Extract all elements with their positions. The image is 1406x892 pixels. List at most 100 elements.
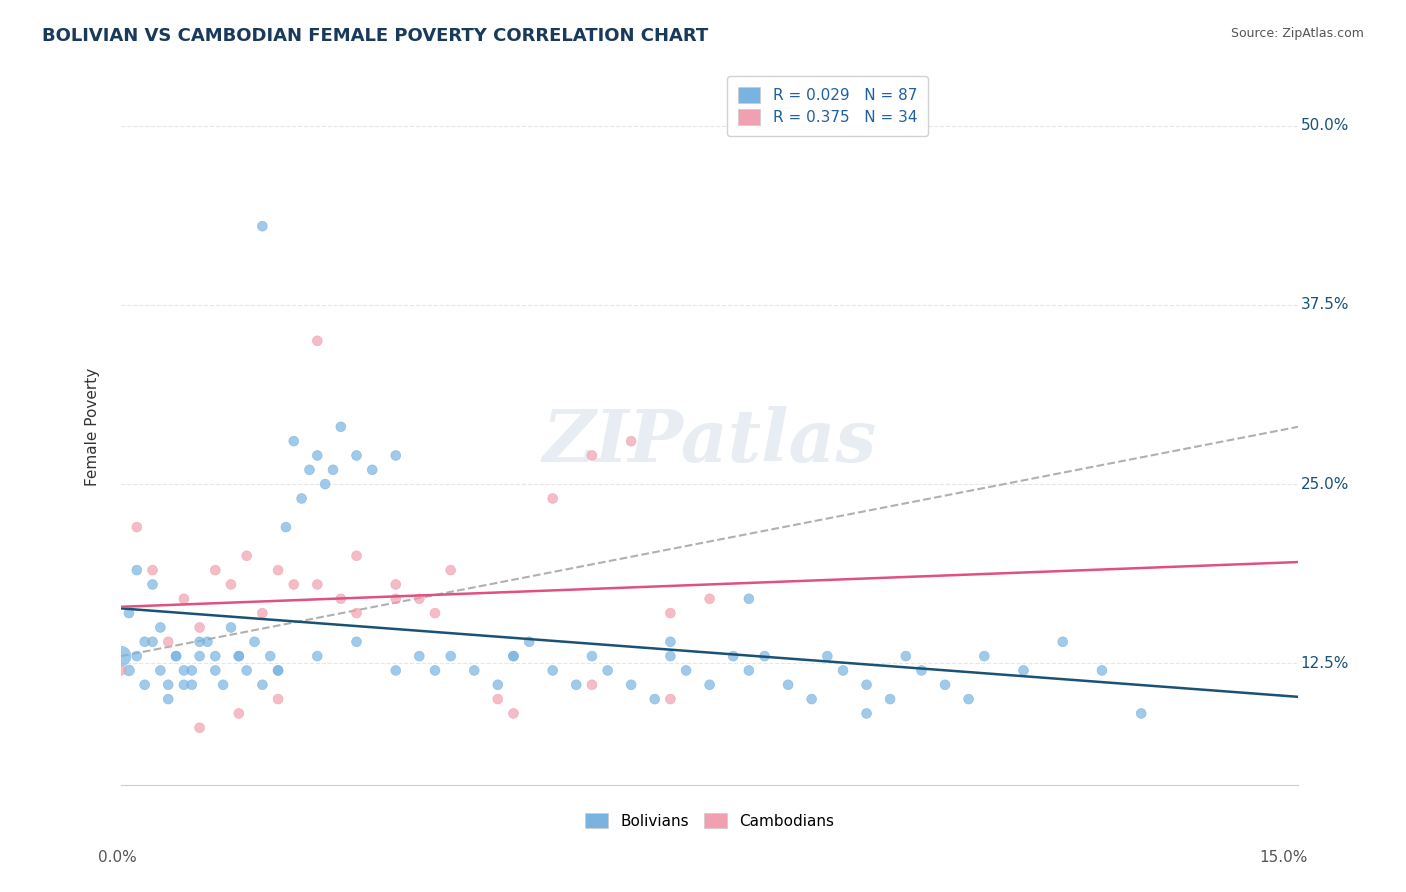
Legend: Bolivians, Cambodians: Bolivians, Cambodians	[579, 806, 841, 835]
Point	[235, 664, 257, 678]
Point	[149, 620, 172, 634]
Point	[659, 606, 682, 620]
Point	[188, 721, 211, 735]
Point	[408, 591, 430, 606]
Point	[204, 563, 226, 577]
Point	[314, 477, 336, 491]
Point	[855, 678, 877, 692]
Point	[675, 664, 697, 678]
Point	[274, 520, 297, 534]
Point	[934, 678, 956, 692]
Point	[173, 678, 195, 692]
Point	[581, 678, 603, 692]
Point	[204, 649, 226, 664]
Point	[565, 678, 588, 692]
Point	[291, 491, 314, 506]
Point	[1130, 706, 1153, 721]
Point	[408, 649, 430, 664]
Point	[463, 664, 485, 678]
Point	[141, 577, 163, 591]
Point	[180, 664, 202, 678]
Point	[118, 664, 141, 678]
Point	[110, 664, 132, 678]
Point	[259, 649, 281, 664]
Point	[125, 649, 148, 664]
Text: 12.5%: 12.5%	[1301, 656, 1348, 671]
Point	[219, 577, 242, 591]
Point	[173, 664, 195, 678]
Point	[204, 664, 226, 678]
Point	[894, 649, 917, 664]
Point	[502, 649, 524, 664]
Point	[384, 449, 406, 463]
Point	[149, 664, 172, 678]
Point	[267, 563, 290, 577]
Point	[910, 664, 932, 678]
Point	[110, 649, 132, 664]
Point	[486, 678, 509, 692]
Point	[188, 634, 211, 648]
Point	[252, 219, 274, 234]
Point	[228, 649, 250, 664]
Point	[1052, 634, 1074, 648]
Text: BOLIVIAN VS CAMBODIAN FEMALE POVERTY CORRELATION CHART: BOLIVIAN VS CAMBODIAN FEMALE POVERTY COR…	[42, 27, 709, 45]
Point	[581, 449, 603, 463]
Point	[228, 706, 250, 721]
Point	[267, 664, 290, 678]
Point	[738, 664, 761, 678]
Point	[307, 334, 329, 348]
Text: 0.0%: 0.0%	[98, 850, 138, 865]
Point	[329, 591, 352, 606]
Point	[644, 692, 666, 706]
Point	[165, 649, 187, 664]
Point	[283, 577, 305, 591]
Point	[423, 606, 446, 620]
Point	[134, 634, 156, 648]
Point	[832, 664, 855, 678]
Point	[188, 620, 211, 634]
Y-axis label: Female Poverty: Female Poverty	[86, 368, 100, 486]
Point	[157, 634, 180, 648]
Point	[157, 678, 180, 692]
Point	[219, 620, 242, 634]
Point	[267, 664, 290, 678]
Point	[212, 678, 235, 692]
Point	[659, 649, 682, 664]
Point	[486, 692, 509, 706]
Point	[384, 577, 406, 591]
Point	[298, 463, 321, 477]
Point	[307, 449, 329, 463]
Text: ZIPatlas: ZIPatlas	[543, 406, 877, 476]
Point	[973, 649, 995, 664]
Point	[141, 563, 163, 577]
Text: Source: ZipAtlas.com: Source: ZipAtlas.com	[1230, 27, 1364, 40]
Point	[125, 563, 148, 577]
Point	[165, 649, 187, 664]
Point	[502, 649, 524, 664]
Point	[620, 678, 643, 692]
Point	[235, 549, 257, 563]
Point	[423, 664, 446, 678]
Point	[307, 577, 329, 591]
Point	[855, 706, 877, 721]
Point	[346, 449, 368, 463]
Text: 50.0%: 50.0%	[1301, 119, 1348, 133]
Point	[957, 692, 980, 706]
Point	[252, 678, 274, 692]
Text: 15.0%: 15.0%	[1260, 850, 1308, 865]
Point	[228, 649, 250, 664]
Point	[541, 491, 564, 506]
Point	[699, 678, 721, 692]
Point	[659, 634, 682, 648]
Point	[502, 706, 524, 721]
Point	[134, 678, 156, 692]
Point	[118, 606, 141, 620]
Point	[346, 606, 368, 620]
Point	[197, 634, 219, 648]
Point	[699, 591, 721, 606]
Point	[879, 692, 901, 706]
Point	[188, 649, 211, 664]
Text: 25.0%: 25.0%	[1301, 476, 1348, 491]
Point	[283, 434, 305, 449]
Text: 37.5%: 37.5%	[1301, 298, 1348, 312]
